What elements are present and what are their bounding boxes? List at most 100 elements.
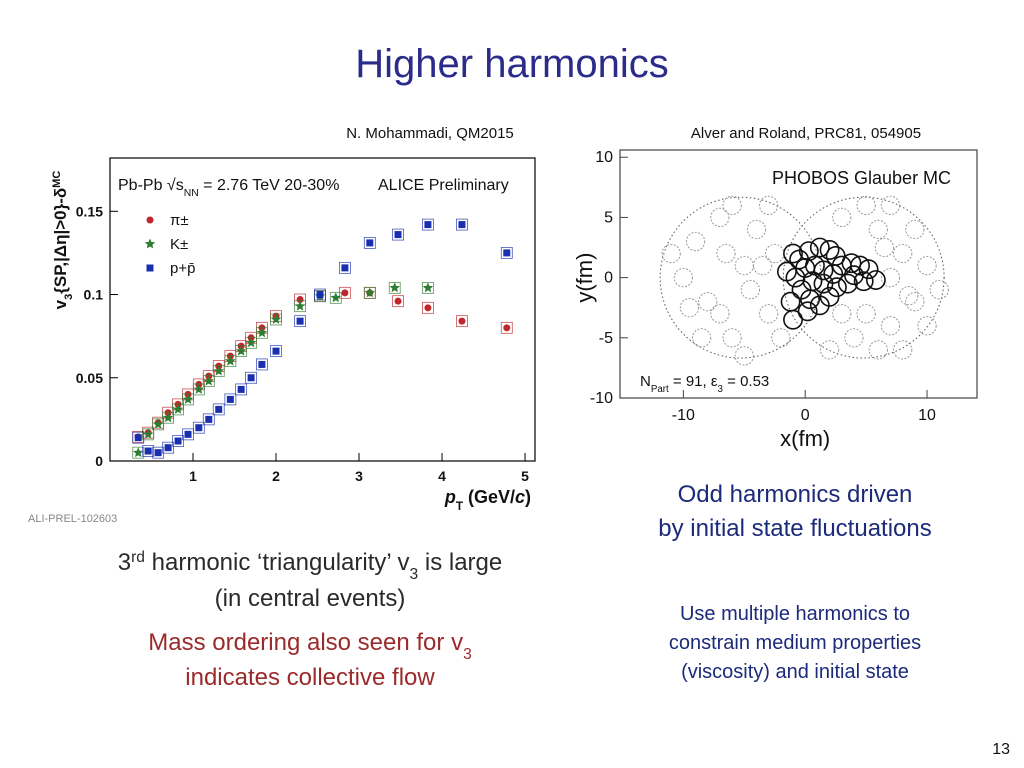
data-point — [341, 264, 349, 272]
legend-label: K± — [170, 236, 188, 253]
nucleon — [832, 207, 852, 228]
syst-box — [392, 228, 404, 241]
data-point — [143, 428, 154, 439]
syst-box — [182, 428, 194, 441]
syst-box — [422, 301, 434, 314]
text-part: Mass ordering also seen for v — [148, 629, 463, 656]
text-part: indicates collective flow — [185, 664, 435, 691]
data-point — [184, 430, 192, 438]
nucleon — [813, 273, 834, 294]
annotation: Pb-Pb √sNN = 2.76 TeV 20-30% — [118, 177, 339, 199]
data-point — [316, 291, 324, 299]
text-part: Use multiple harmonics to — [680, 603, 910, 625]
nucleon — [710, 304, 730, 324]
nucleon — [819, 340, 840, 360]
y-axis-label: v3{SP,|Δη|>0}-δMC — [51, 171, 75, 310]
syst-box — [182, 393, 194, 406]
data-point — [503, 324, 511, 332]
nucleon — [880, 267, 901, 288]
x-tick-label: -10 — [672, 407, 695, 424]
syst-box — [339, 261, 351, 274]
text-part: v — [51, 299, 70, 309]
syst-box — [142, 428, 155, 441]
nucleon — [759, 195, 779, 216]
x-axis-label: x(fm) — [780, 426, 830, 451]
data-point — [154, 449, 162, 457]
syst-box — [212, 365, 225, 377]
syst-box — [256, 358, 268, 371]
data-point — [133, 447, 144, 458]
data-point — [134, 434, 142, 442]
text-part: p — [444, 487, 456, 507]
text-part: Odd harmonics driven — [678, 481, 913, 508]
nucleon — [844, 328, 864, 348]
annotation: NPart = 91, ε3 = 0.53 — [640, 373, 769, 395]
text-part: (GeV/ — [463, 487, 515, 507]
nucleon — [905, 219, 925, 240]
nucleon — [832, 304, 852, 324]
nucleon — [837, 273, 858, 294]
data-point — [215, 405, 223, 413]
plot-frame — [619, 149, 978, 399]
nucleon — [673, 267, 693, 288]
text-part: N — [640, 373, 651, 390]
y-tick-label: 0 — [604, 270, 613, 287]
text-part: constrain medium properties — [669, 632, 921, 654]
syst-box — [192, 383, 205, 396]
data-point — [366, 239, 374, 247]
data-point — [458, 317, 466, 325]
text-part: = 2.76 TeV 20-30% — [199, 177, 340, 194]
data-point — [172, 403, 184, 414]
y-tick-label: 0.05 — [76, 370, 103, 386]
y-tick-label: 5 — [604, 209, 613, 226]
syst-box — [212, 403, 225, 416]
data-point — [330, 292, 341, 303]
data-point — [203, 375, 214, 386]
text-part: by initial state fluctuations — [658, 515, 931, 542]
syst-box — [294, 300, 306, 313]
text-part: (in central events) — [215, 585, 406, 612]
text-part: 3 — [463, 646, 472, 663]
data-point — [422, 282, 434, 293]
text-part: (viscosity) and initial state — [681, 661, 909, 683]
data-point — [205, 415, 213, 423]
syst-box — [192, 421, 205, 434]
nucleon — [865, 270, 886, 290]
syst-box — [202, 413, 215, 426]
nucleon — [917, 316, 937, 336]
x-tick-label: 10 — [918, 407, 936, 424]
text-line: (in central events) — [215, 585, 406, 612]
y-tick-label: -10 — [590, 390, 613, 407]
nucleon — [856, 195, 876, 216]
syst-box — [500, 321, 513, 334]
text-part: is large — [418, 549, 502, 576]
annotation: PHOBOS Glauber MC — [772, 168, 951, 188]
data-point — [225, 355, 236, 366]
nucleon — [880, 316, 901, 336]
data-point — [235, 345, 247, 356]
nucleon — [716, 243, 736, 264]
x-tick-label: 2 — [272, 468, 280, 484]
data-point — [237, 385, 245, 393]
nucleon — [698, 292, 718, 312]
text-part: ALICE Preliminary — [378, 177, 509, 194]
nucleon — [880, 195, 901, 216]
text-part: NN — [184, 188, 199, 199]
text-line: Odd harmonics driven — [678, 481, 913, 508]
data-point — [247, 374, 255, 382]
data-point — [296, 296, 304, 304]
syst-box — [270, 313, 282, 326]
syst-box — [314, 288, 326, 301]
data-point — [245, 337, 257, 348]
nucleon — [819, 286, 840, 307]
nucleon — [783, 243, 803, 264]
syst-box — [363, 237, 376, 249]
text-part: 3 — [63, 294, 75, 300]
syst-box — [152, 418, 165, 431]
legend-marker — [146, 264, 154, 272]
text-line: Use multiple harmonics to — [680, 603, 910, 625]
text-part: 3 — [718, 384, 723, 395]
text-line: (viscosity) and initial state — [681, 661, 909, 683]
syst-box — [235, 383, 248, 396]
